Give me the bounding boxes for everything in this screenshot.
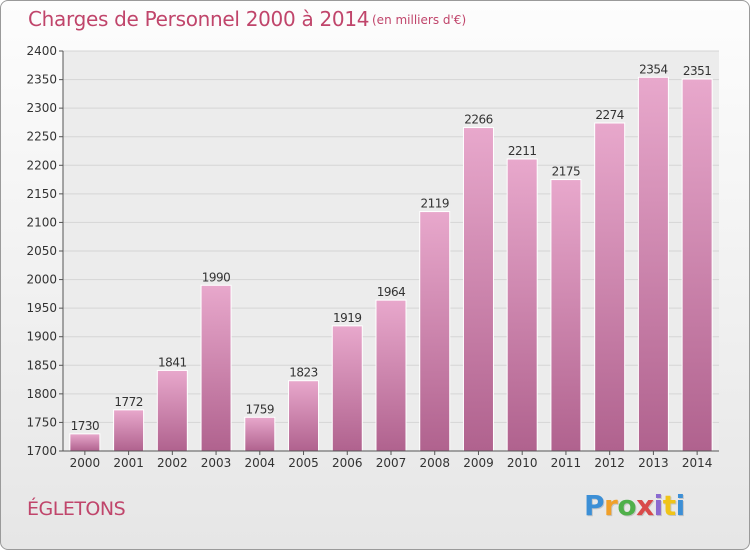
x-tick-label: 2007 bbox=[376, 456, 407, 470]
data-label: 1772 bbox=[114, 395, 143, 409]
bar-2014 bbox=[681, 78, 713, 452]
data-label: 1759 bbox=[246, 402, 275, 416]
bar-2008 bbox=[419, 211, 451, 452]
bar-2005 bbox=[288, 380, 320, 452]
y-tick-label: 2050 bbox=[26, 244, 57, 258]
y-tick-label: 2000 bbox=[26, 273, 57, 287]
x-tick-label: 2004 bbox=[245, 456, 276, 470]
data-label: 1990 bbox=[202, 270, 231, 284]
y-tick-label: 1900 bbox=[26, 330, 57, 344]
x-tick-label: 2003 bbox=[201, 456, 232, 470]
data-label: 1919 bbox=[333, 311, 362, 325]
bar-2006 bbox=[331, 325, 363, 452]
y-tick-label: 2400 bbox=[26, 44, 57, 58]
x-tick-label: 2009 bbox=[463, 456, 494, 470]
y-tick-label: 1950 bbox=[26, 301, 57, 315]
data-label: 2119 bbox=[420, 197, 449, 211]
bar-2003 bbox=[200, 284, 232, 452]
data-label: 2175 bbox=[552, 165, 581, 179]
y-tick-label: 1850 bbox=[26, 358, 57, 372]
y-tick-label: 2200 bbox=[26, 158, 57, 172]
x-tick-label: 2002 bbox=[157, 456, 188, 470]
x-tick-label: 2010 bbox=[507, 456, 538, 470]
y-tick-label: 2150 bbox=[26, 187, 57, 201]
logo-letter: P bbox=[584, 489, 605, 522]
x-tick-label: 2005 bbox=[288, 456, 319, 470]
commune-name: ÉGLETONS bbox=[27, 498, 126, 520]
x-tick-label: 2006 bbox=[332, 456, 363, 470]
y-tick-label: 1700 bbox=[26, 444, 57, 458]
logo-letter: i bbox=[675, 489, 686, 522]
y-tick-label: 2100 bbox=[26, 215, 57, 229]
data-label: 2274 bbox=[595, 108, 624, 122]
x-tick-label: 2011 bbox=[551, 456, 582, 470]
data-label: 2211 bbox=[508, 144, 537, 158]
y-tick-label: 2300 bbox=[26, 101, 57, 115]
x-tick-label: 2014 bbox=[682, 456, 713, 470]
data-label: 1841 bbox=[158, 355, 187, 369]
bar-2012 bbox=[594, 122, 626, 452]
logo-letter: t bbox=[662, 489, 676, 522]
data-label: 1730 bbox=[71, 419, 100, 433]
logo-letter: x bbox=[636, 489, 654, 522]
bar-2000 bbox=[69, 433, 101, 452]
proxiti-logo[interactable]: Proxiti bbox=[584, 489, 685, 522]
x-tick-label: 2013 bbox=[638, 456, 669, 470]
x-tick-label: 2000 bbox=[70, 456, 101, 470]
x-tick-label: 2008 bbox=[419, 456, 450, 470]
bar-2009 bbox=[462, 127, 494, 452]
axes: 1700 1750 1800 1850 1900 1950 2000 2050 2100 2150… bbox=[26, 44, 719, 470]
data-label: 2351 bbox=[683, 64, 712, 78]
bar-2010 bbox=[506, 158, 538, 452]
bar-2011 bbox=[550, 179, 582, 452]
y-tick-label: 2350 bbox=[26, 73, 57, 87]
data-labels: 1730 1772 1841 1990 1759 1823 1919 1964 2119 2266… bbox=[71, 62, 712, 433]
y-tick-label: 1750 bbox=[26, 415, 57, 429]
bar-2013 bbox=[637, 76, 669, 452]
y-tick-label: 2250 bbox=[26, 130, 57, 144]
bar-2002 bbox=[156, 369, 188, 452]
bar-2004 bbox=[244, 416, 276, 452]
y-tick-label: 1800 bbox=[26, 387, 57, 401]
data-label: 2354 bbox=[639, 62, 668, 76]
logo-letter: o bbox=[617, 489, 637, 522]
chart-title: Charges de Personnel 2000 à 2014 bbox=[28, 7, 370, 31]
data-label: 2266 bbox=[464, 113, 493, 127]
bar-2007 bbox=[375, 299, 407, 452]
bars bbox=[69, 76, 713, 452]
data-label: 1964 bbox=[377, 285, 406, 299]
x-tick-label: 2012 bbox=[594, 456, 625, 470]
data-label: 1823 bbox=[289, 366, 318, 380]
logo-letter: r bbox=[604, 489, 618, 522]
chart-unit-note: (en milliers d'€) bbox=[372, 13, 467, 27]
logo-letter: i bbox=[653, 489, 664, 522]
bar-2001 bbox=[113, 409, 145, 452]
x-tick-label: 2001 bbox=[113, 456, 144, 470]
